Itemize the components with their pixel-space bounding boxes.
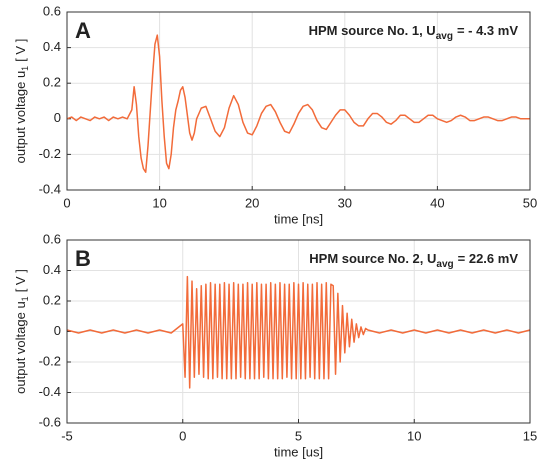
y-tick-label: -0.6 — [39, 414, 61, 429]
y-tick-label: 0 — [54, 110, 61, 125]
x-tick-label: 30 — [338, 195, 352, 210]
y-tick-label: -0.4 — [39, 181, 61, 196]
y-tick-label: -0.4 — [39, 384, 61, 399]
plot-frame — [66, 11, 531, 191]
annotation-text: HPM source No. 1, U — [309, 23, 436, 38]
annotation-value: = 22.6 mV — [458, 251, 519, 266]
y-axis-label-text: output voltage u — [13, 71, 28, 164]
panel-label: B — [75, 246, 91, 271]
x-tick-label: 10 — [407, 428, 421, 443]
annotation-text: HPM source No. 2, U — [309, 251, 436, 266]
y-axis-label: output voltage u1 [ V ] — [13, 39, 30, 164]
annotation-subscript: avg — [436, 259, 453, 270]
x-tick-label: 0 — [179, 428, 186, 443]
plot-frame — [66, 239, 531, 424]
y-axis-label: output voltage u1 [ V ] — [13, 269, 30, 394]
y-tick-label: 0.4 — [43, 262, 61, 277]
y-axis-label-unit: [ V ] — [13, 39, 28, 62]
x-axis-label: time [us] — [274, 444, 323, 459]
y-tick-label: -0.2 — [39, 146, 61, 161]
annotation: HPM source No. 1, Uavg = - 4.3 mV — [309, 23, 519, 41]
plot-background — [67, 12, 530, 190]
annotation: HPM source No. 2, Uavg = 22.6 mV — [309, 251, 518, 269]
x-tick-label: 50 — [523, 195, 537, 210]
y-tick-label: 0 — [54, 323, 61, 338]
y-tick-label: 0.6 — [43, 3, 61, 18]
y-tick-label: 0.4 — [43, 39, 61, 54]
y-tick-label: 0.2 — [43, 75, 61, 90]
x-tick-label: 0 — [63, 195, 70, 210]
x-axis-label: time [ns] — [274, 211, 323, 226]
y-axis-label-subscript: 1 — [20, 296, 30, 301]
y-tick-label: 0.6 — [43, 231, 61, 246]
y-tick-label: -0.2 — [39, 353, 61, 368]
panel-label: A — [75, 18, 91, 43]
y-axis-label-subscript: 1 — [20, 66, 30, 71]
data-line — [66, 34, 530, 173]
x-tick-label: 5 — [295, 428, 302, 443]
x-tick-label: 40 — [430, 195, 444, 210]
x-tick-label: -5 — [61, 428, 73, 443]
x-tick-label: 10 — [152, 195, 166, 210]
y-tick-label: 0.2 — [43, 292, 61, 307]
x-tick-label: 15 — [523, 428, 537, 443]
y-axis-label-text: output voltage u — [13, 301, 28, 394]
x-tick-label: 20 — [245, 195, 259, 210]
y-axis-label-unit: [ V ] — [13, 269, 28, 292]
annotation-value: = - 4.3 mV — [457, 23, 518, 38]
annotation-subscript: avg — [436, 31, 453, 42]
data-line — [66, 275, 531, 389]
